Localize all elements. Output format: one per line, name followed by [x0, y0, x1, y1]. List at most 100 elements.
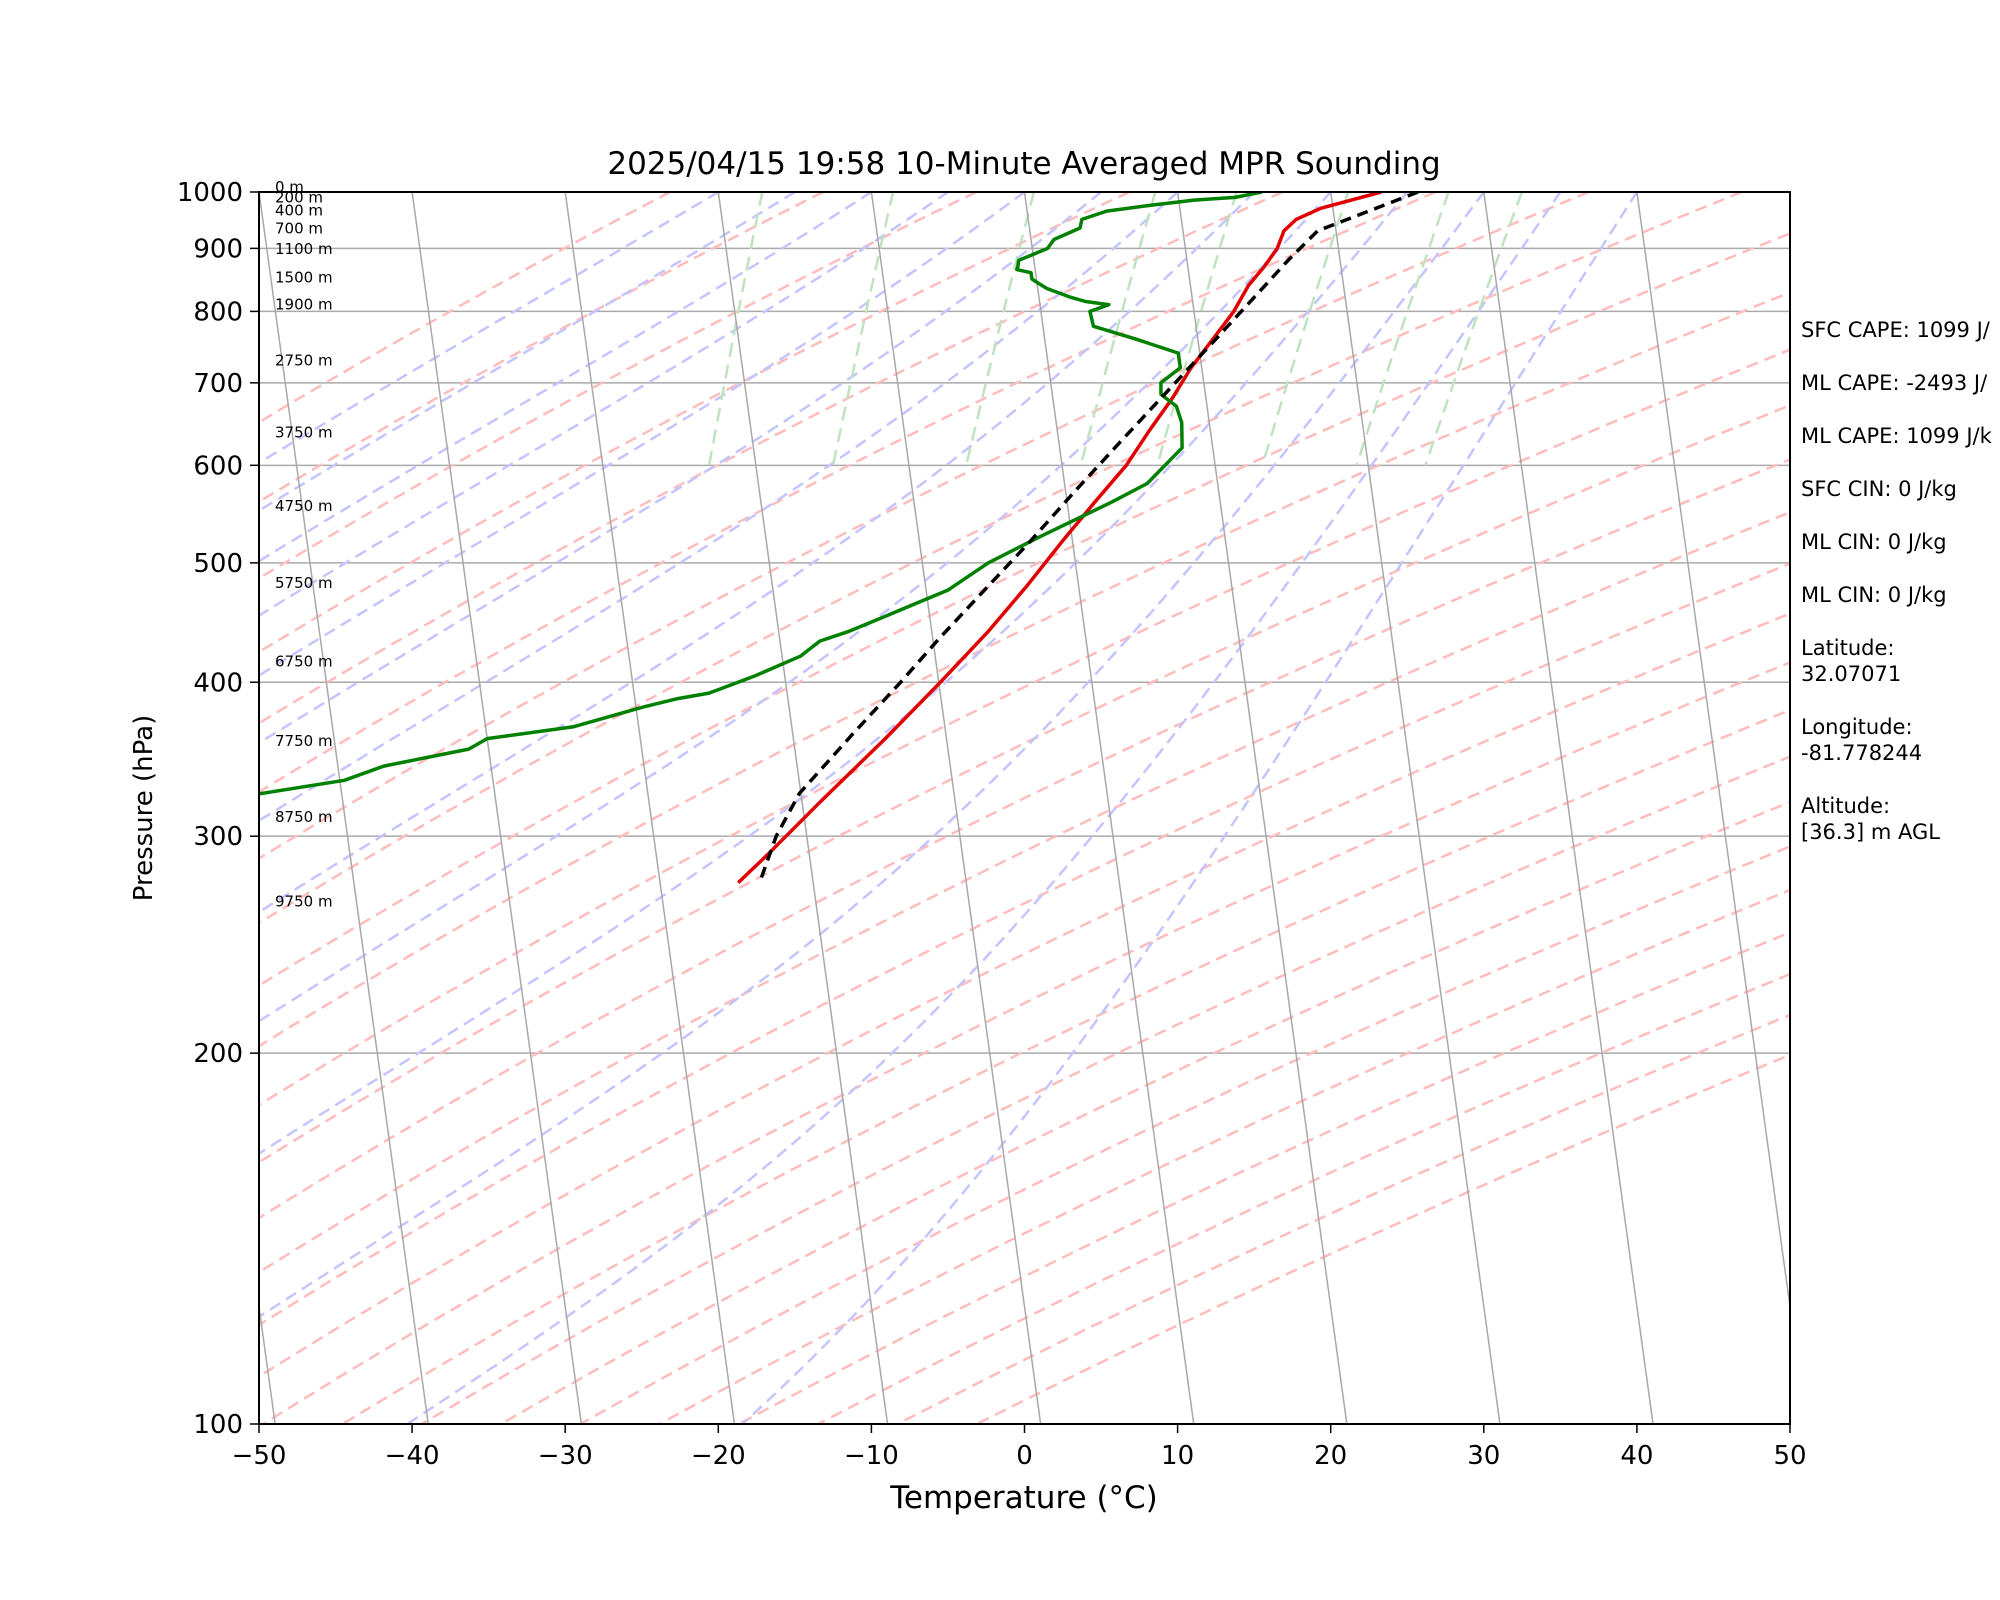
temperature-line [736, 192, 1382, 884]
x-tick-label: 0 [1016, 1441, 1033, 1471]
x-tick-label: −30 [538, 1441, 593, 1471]
sounding-parameter-line: -81.778244 [1801, 741, 1922, 765]
dry-adiabat-line [259, 291, 1790, 1048]
sounding-parameter-line: ML CIN: 0 J/kg [1801, 530, 1947, 554]
moist-adiabat-line [741, 192, 1638, 1424]
dry-adiabat-line [259, 192, 977, 580]
y-tick-label: 100 [193, 1410, 243, 1440]
isotherm-line [411, 192, 583, 1424]
sounding-parameter: ML CIN: 0 J/kg [1801, 583, 1947, 607]
x-tick-label: −40 [385, 1441, 440, 1471]
moist-adiabat-line [259, 192, 1179, 823]
sounding-parameter-line: ML CIN: 0 J/kg [1801, 583, 1947, 607]
sounding-parameter: ML CAPE: -2493 J/ [1801, 371, 1988, 395]
parcel-profile-line [757, 192, 1419, 884]
dry-adiabat-line [259, 232, 1790, 987]
x-tick-label: 40 [1620, 1441, 1653, 1471]
x-axis-label: Temperature (°C) [889, 1480, 1158, 1516]
dry-adiabat-line [259, 192, 1284, 725]
chart-title: 2025/04/15 19:58 10-Minute Averaged MPR … [607, 146, 1440, 182]
isotherm-line [0, 192, 122, 1424]
height-label: 3750 m [275, 424, 333, 442]
sounding-parameter-line: [36.3] m AGL [1801, 820, 1940, 844]
height-label: 400 m [275, 202, 323, 220]
dry-adiabat-line [259, 458, 1790, 1220]
height-label: 8750 m [275, 808, 333, 826]
mixing-ratio-line [831, 192, 895, 466]
sounding-traces [259, 192, 1419, 884]
x-tick-label: −10 [844, 1441, 899, 1471]
height-label: 4750 m [275, 497, 333, 515]
y-tick-label: 400 [193, 668, 243, 698]
height-label: 2750 m [275, 352, 333, 370]
isotherm-line [1483, 192, 1654, 1424]
dry-adiabat-line [341, 708, 1790, 1424]
y-tick-label: 800 [193, 297, 243, 327]
moist-adiabat-line [259, 192, 1332, 1023]
height-label: 6750 m [275, 652, 333, 670]
y-axis-label: Pressure (hPa) [129, 715, 159, 902]
height-label: 1900 m [275, 295, 333, 313]
sounding-parameter-line: SFC CIN: 0 J/kg [1801, 477, 1957, 501]
moist-adiabat-line [259, 192, 1256, 914]
sounding-parameter: SFC CAPE: 1099 J/ [1801, 318, 1991, 342]
height-label: 7750 m [275, 732, 333, 750]
dewpoint-line [259, 192, 1263, 796]
sounding-parameter-line: SFC CAPE: 1099 J/ [1801, 318, 1991, 342]
isotherm-line [870, 192, 1042, 1424]
dry-adiabat-line [659, 888, 1790, 1424]
sounding-parameters: SFC CAPE: 1099 J/ML CAPE: -2493 J/ML CAP… [1801, 318, 1993, 844]
sounding-parameter-line: ML CAPE: 1099 J/k [1801, 424, 1993, 448]
dry-adiabat-line [259, 348, 1790, 1107]
mixing-ratio-line [1261, 192, 1350, 466]
y-tick-label: 700 [193, 369, 243, 399]
dry-adiabat-line [259, 612, 1790, 1378]
x-tick-label: 10 [1161, 1441, 1194, 1471]
height-label: 700 m [275, 220, 323, 238]
sounding-parameter: Altitude: [36.3] m AGL [1801, 794, 1940, 844]
isotherm-line [564, 192, 736, 1424]
moist-adiabat-line [259, 192, 719, 465]
isotherm-line [717, 192, 889, 1424]
height-label: 9750 m [275, 893, 333, 911]
sounding-parameter-line: 32.07071 [1801, 662, 1901, 686]
sounding-parameter-line: Longitude: [1801, 715, 1913, 739]
x-tick-label: 30 [1467, 1441, 1500, 1471]
isotherm-line [1636, 192, 1790, 1313]
sounding-parameter: SFC CIN: 0 J/kg [1801, 477, 1957, 501]
isotherm-line [259, 192, 429, 1424]
moist-adiabat-line [259, 192, 949, 618]
x-tick-label: 20 [1314, 1441, 1347, 1471]
height-label: 5750 m [275, 574, 333, 592]
dry-adiabat-line [259, 192, 1743, 925]
sounding-parameter-line: ML CAPE: -2493 J/ [1801, 371, 1988, 395]
sounding-parameter: Longitude: -81.778244 [1801, 715, 1922, 765]
dry-adiabat-line [259, 192, 1437, 794]
mixing-ratio-line [707, 192, 764, 466]
height-label: 1500 m [275, 269, 333, 287]
isotherm-line [1023, 192, 1195, 1424]
plot-frame [258, 191, 1791, 1425]
y-tick-label: 200 [193, 1039, 243, 1069]
isotherm-line [1176, 192, 1348, 1424]
y-tick-label: 500 [193, 549, 243, 579]
mixing-ratio-line [1424, 192, 1524, 466]
dry-adiabat-line [259, 192, 1590, 860]
y-tick-label: 600 [193, 451, 243, 481]
mixing-ratio-line [1355, 192, 1450, 466]
height-label: 1100 m [275, 240, 333, 258]
x-tick-label: 50 [1773, 1441, 1806, 1471]
axes: −50 −40 −30 −20 −10 0 10 20 30 40 50 1000 900 800 700 6… [177, 178, 1807, 1471]
dry-adiabat-line [500, 800, 1790, 1424]
dry-adiabat-line [259, 562, 1790, 1327]
y-tick-label: 900 [193, 234, 243, 264]
x-tick-label: −50 [232, 1441, 287, 1471]
moist-adiabat-line [259, 192, 1409, 1156]
sounding-parameter: ML CIN: 0 J/kg [1801, 530, 1947, 554]
sounding-parameter-line: Latitude: [1801, 636, 1895, 660]
sounding-parameter: ML CAPE: 1099 J/k [1801, 424, 1993, 448]
moist-adiabat-line [406, 192, 1562, 1424]
mixing-ratio-line [1079, 192, 1157, 466]
